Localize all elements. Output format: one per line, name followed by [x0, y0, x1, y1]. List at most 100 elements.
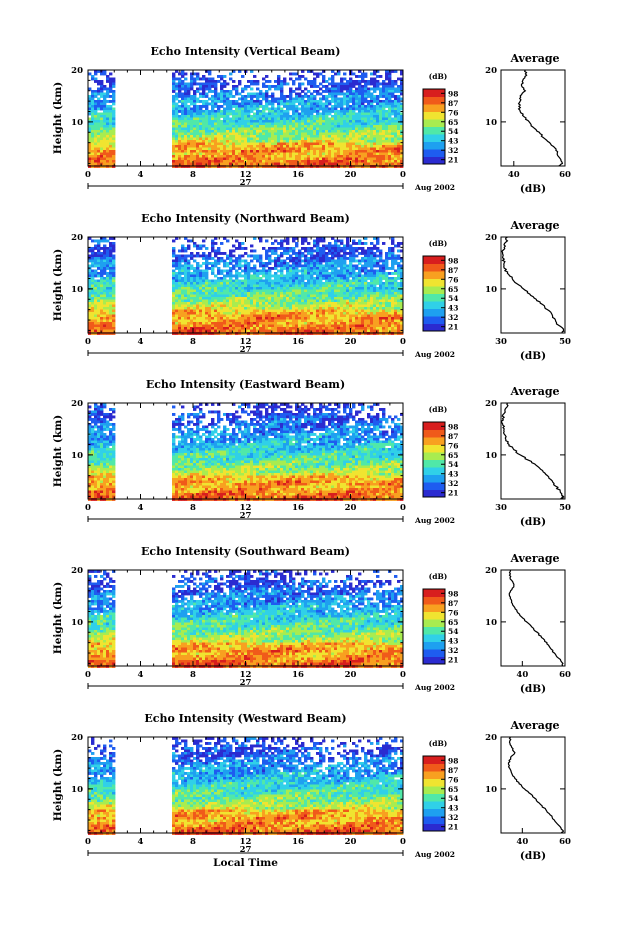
heatmap-cell	[358, 259, 362, 263]
heatmap-cell	[337, 160, 341, 163]
heatmap-cell	[328, 117, 332, 121]
heatmap-cell	[400, 162, 404, 166]
heatmap-cell	[181, 82, 185, 86]
heatmap-cell	[364, 237, 368, 240]
heatmap-cell	[112, 95, 116, 98]
heatmap-cell	[361, 302, 365, 305]
heatmap-cell	[298, 87, 302, 91]
heatmap-cell	[340, 287, 344, 290]
heatmap-cell	[214, 304, 218, 308]
heatmap-cell	[337, 90, 341, 93]
heatmap-cell	[391, 90, 395, 93]
heatmap-cell	[100, 299, 104, 303]
heatmap-cell	[178, 117, 182, 121]
heatmap-cell	[382, 304, 386, 308]
heatmap-cell	[217, 160, 221, 163]
heatmap-cell	[394, 277, 398, 280]
heatmap-cell	[202, 150, 206, 153]
heatmap-cell	[376, 132, 380, 136]
heatmap-cell	[376, 135, 380, 138]
heatmap-cell	[277, 262, 281, 265]
heatmap-cell	[379, 102, 383, 106]
heatmap-cell	[298, 155, 302, 158]
heatmap-cell	[301, 145, 305, 148]
heatmap-cell	[97, 292, 101, 295]
heatmap-cell	[370, 242, 374, 245]
heatmap-cell	[247, 282, 251, 285]
heatmap-cell	[370, 132, 374, 136]
heatmap-cell	[199, 289, 203, 293]
heatmap-cell	[400, 289, 404, 293]
heatmap-cell	[190, 107, 194, 111]
heatmap-cell	[265, 287, 269, 290]
heatmap-cell	[355, 125, 359, 128]
heatmap-cell	[331, 105, 335, 108]
heatmap-cell	[388, 249, 392, 253]
heatmap-cell	[349, 259, 353, 263]
heatmap-cell	[109, 244, 113, 248]
heatmap-cell	[262, 137, 266, 141]
heatmap-cell	[229, 252, 233, 255]
heatmap-cell	[196, 87, 200, 91]
heatmap-cell	[265, 125, 269, 128]
heatmap-cell	[379, 95, 383, 98]
heatmap-cell	[253, 137, 257, 141]
heatmap-cell	[376, 82, 380, 86]
heatmap-cell	[316, 112, 320, 116]
heatmap-cell	[181, 307, 185, 310]
heatmap-cell	[304, 304, 308, 308]
heatmap-cell	[334, 142, 338, 146]
heatmap-cell	[232, 102, 236, 106]
heatmap-cell	[271, 117, 275, 121]
heatmap-cell	[190, 80, 194, 83]
heatmap-cell	[328, 147, 332, 151]
heatmap-cell	[292, 105, 296, 108]
heatmap-cell	[277, 120, 281, 123]
heatmap-cell	[295, 267, 299, 270]
heatmap-cell	[274, 307, 278, 310]
heatmap-cell	[202, 277, 206, 280]
heatmap-cell	[283, 82, 287, 86]
heatmap-cell	[274, 100, 278, 103]
heatmap-cell	[202, 142, 206, 146]
heatmap-cell	[214, 302, 218, 305]
heatmap-cell	[292, 120, 296, 123]
heatmap-cell	[331, 247, 335, 250]
heatmap-cell	[271, 304, 275, 308]
heatmap-cell	[355, 277, 359, 280]
heatmap-cell	[358, 294, 362, 298]
heatmap-cell	[196, 112, 200, 116]
heatmap-cell	[316, 152, 320, 156]
heatmap-cell	[250, 95, 254, 98]
heatmap-cell	[94, 307, 98, 310]
heatmap-cell	[181, 289, 185, 293]
heatmap-cell	[208, 127, 212, 131]
heatmap-cell	[331, 257, 335, 260]
heatmap-cell	[391, 160, 395, 163]
heatmap-cell	[331, 264, 335, 268]
heatmap-cell	[277, 284, 281, 288]
heatmap-cell	[205, 292, 209, 295]
heatmap-cell	[241, 292, 245, 295]
heatmap-cell	[103, 257, 107, 260]
heatmap-cell	[376, 142, 380, 146]
heatmap-cell	[175, 162, 179, 166]
heatmap-cell	[331, 160, 335, 163]
heatmap-cell	[382, 117, 386, 121]
heatmap-cell	[301, 247, 305, 250]
heatmap-cell	[364, 137, 368, 141]
heatmap-cell	[100, 297, 104, 300]
heatmap-cell	[364, 162, 368, 166]
heatmap-cell	[190, 87, 194, 91]
heatmap-cell	[322, 272, 326, 275]
heatmap-cell	[103, 150, 107, 153]
heatmap-cell	[328, 107, 332, 111]
heatmap-cell	[355, 102, 359, 106]
heatmap-cell	[271, 299, 275, 303]
heatmap-cell	[172, 112, 176, 116]
heatmap-cell	[328, 155, 332, 158]
heatmap-cell	[301, 140, 305, 143]
heatmap-cell	[106, 120, 110, 123]
heatmap-cell	[226, 120, 230, 123]
heatmap-cell	[181, 264, 185, 268]
